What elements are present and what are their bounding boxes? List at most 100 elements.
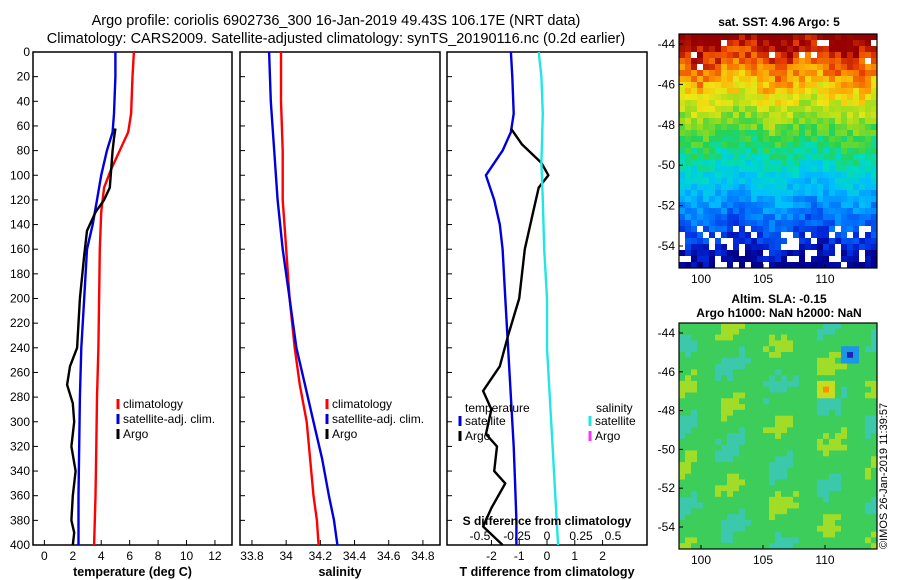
map-cell (769, 172, 776, 179)
map-cell (871, 380, 878, 388)
map-cell (679, 88, 686, 95)
map-cell (871, 244, 878, 251)
map-cell (727, 34, 734, 41)
map-cell (739, 386, 746, 393)
map-cell (763, 124, 770, 131)
map-cell (787, 124, 794, 131)
map-cell (721, 238, 728, 245)
map-cell (709, 514, 716, 521)
map-cell (685, 232, 692, 239)
map-cell (865, 106, 872, 113)
map-cell (697, 34, 704, 41)
map-cell (841, 421, 848, 428)
map-cell (745, 130, 752, 137)
map-cell (829, 106, 836, 113)
map-cell (787, 250, 794, 257)
map-cell (751, 190, 758, 197)
map-cell (679, 100, 686, 107)
map-cell (811, 238, 818, 245)
map-cell (775, 537, 782, 544)
map-cell (727, 479, 734, 486)
map-cell (859, 220, 866, 227)
map-cell (811, 148, 818, 155)
map-cell (703, 232, 710, 239)
map-cell (733, 386, 740, 393)
map-cell (847, 525, 854, 533)
map-cell (853, 244, 860, 251)
map-cell (829, 392, 836, 399)
map-cell (721, 208, 728, 215)
map-cell (811, 525, 818, 533)
map-cell (733, 496, 740, 504)
map-cell (853, 392, 860, 399)
map-cell (805, 70, 812, 77)
map-cell (739, 467, 746, 475)
map-cell (727, 502, 734, 509)
map-cell (715, 398, 722, 405)
map-cell (775, 380, 782, 388)
x-tick-label: -2 (486, 549, 497, 563)
map-cell (829, 190, 836, 197)
map-cell (763, 94, 770, 101)
map-cell (823, 262, 830, 269)
map-cell (811, 514, 818, 521)
map-cell (769, 142, 776, 149)
map-cell (703, 136, 710, 143)
map-cell (853, 502, 860, 509)
map-cell (697, 208, 704, 215)
map-cell (691, 82, 698, 89)
map-cell (823, 232, 830, 239)
map-cell (769, 427, 776, 434)
map-cell (829, 496, 836, 504)
map-cell (775, 94, 782, 101)
map-cell (871, 88, 878, 95)
map-cell (727, 112, 734, 119)
map-cell (751, 262, 758, 269)
map-cell (739, 392, 746, 399)
map-cell (805, 363, 812, 370)
map-cell (841, 485, 848, 492)
map-cell (853, 346, 860, 353)
map-cell (853, 479, 860, 486)
map-cell (793, 525, 800, 533)
map-cell (811, 94, 818, 101)
map-cell (829, 208, 836, 215)
map-cell (775, 166, 782, 173)
map-cell (847, 444, 854, 451)
map-cell (871, 46, 878, 53)
map-cell (775, 142, 782, 149)
map-cell (697, 124, 704, 131)
map-cell (691, 184, 698, 191)
map-cell (811, 433, 818, 440)
map-cell (817, 148, 824, 155)
map-cell (739, 124, 746, 131)
map-cell (691, 88, 698, 95)
map-cell (859, 178, 866, 185)
map-cell (763, 496, 770, 504)
map-cell (853, 154, 860, 161)
map-cell (859, 473, 866, 480)
map-cell (835, 100, 842, 107)
map-cell (727, 467, 734, 475)
map-cell (847, 160, 854, 167)
map-cell (835, 537, 842, 544)
map-cell (757, 323, 764, 330)
map-cell (811, 256, 818, 263)
map-cell (727, 76, 734, 83)
map-cell (835, 508, 842, 515)
map-cell (775, 334, 782, 341)
map-cell (709, 130, 716, 137)
map-cell (751, 323, 758, 330)
map-cell (871, 256, 878, 263)
map-cell (835, 543, 842, 550)
x-tick-label: 34.6 (377, 549, 401, 563)
map-cell (739, 172, 746, 179)
map-cell (787, 202, 794, 209)
map-cell (859, 485, 866, 492)
map-cell (679, 34, 686, 41)
map-cell (793, 40, 800, 47)
map-cell (679, 392, 686, 399)
map-cell (781, 409, 788, 417)
map-cell (685, 130, 692, 137)
map-cell (823, 543, 830, 550)
